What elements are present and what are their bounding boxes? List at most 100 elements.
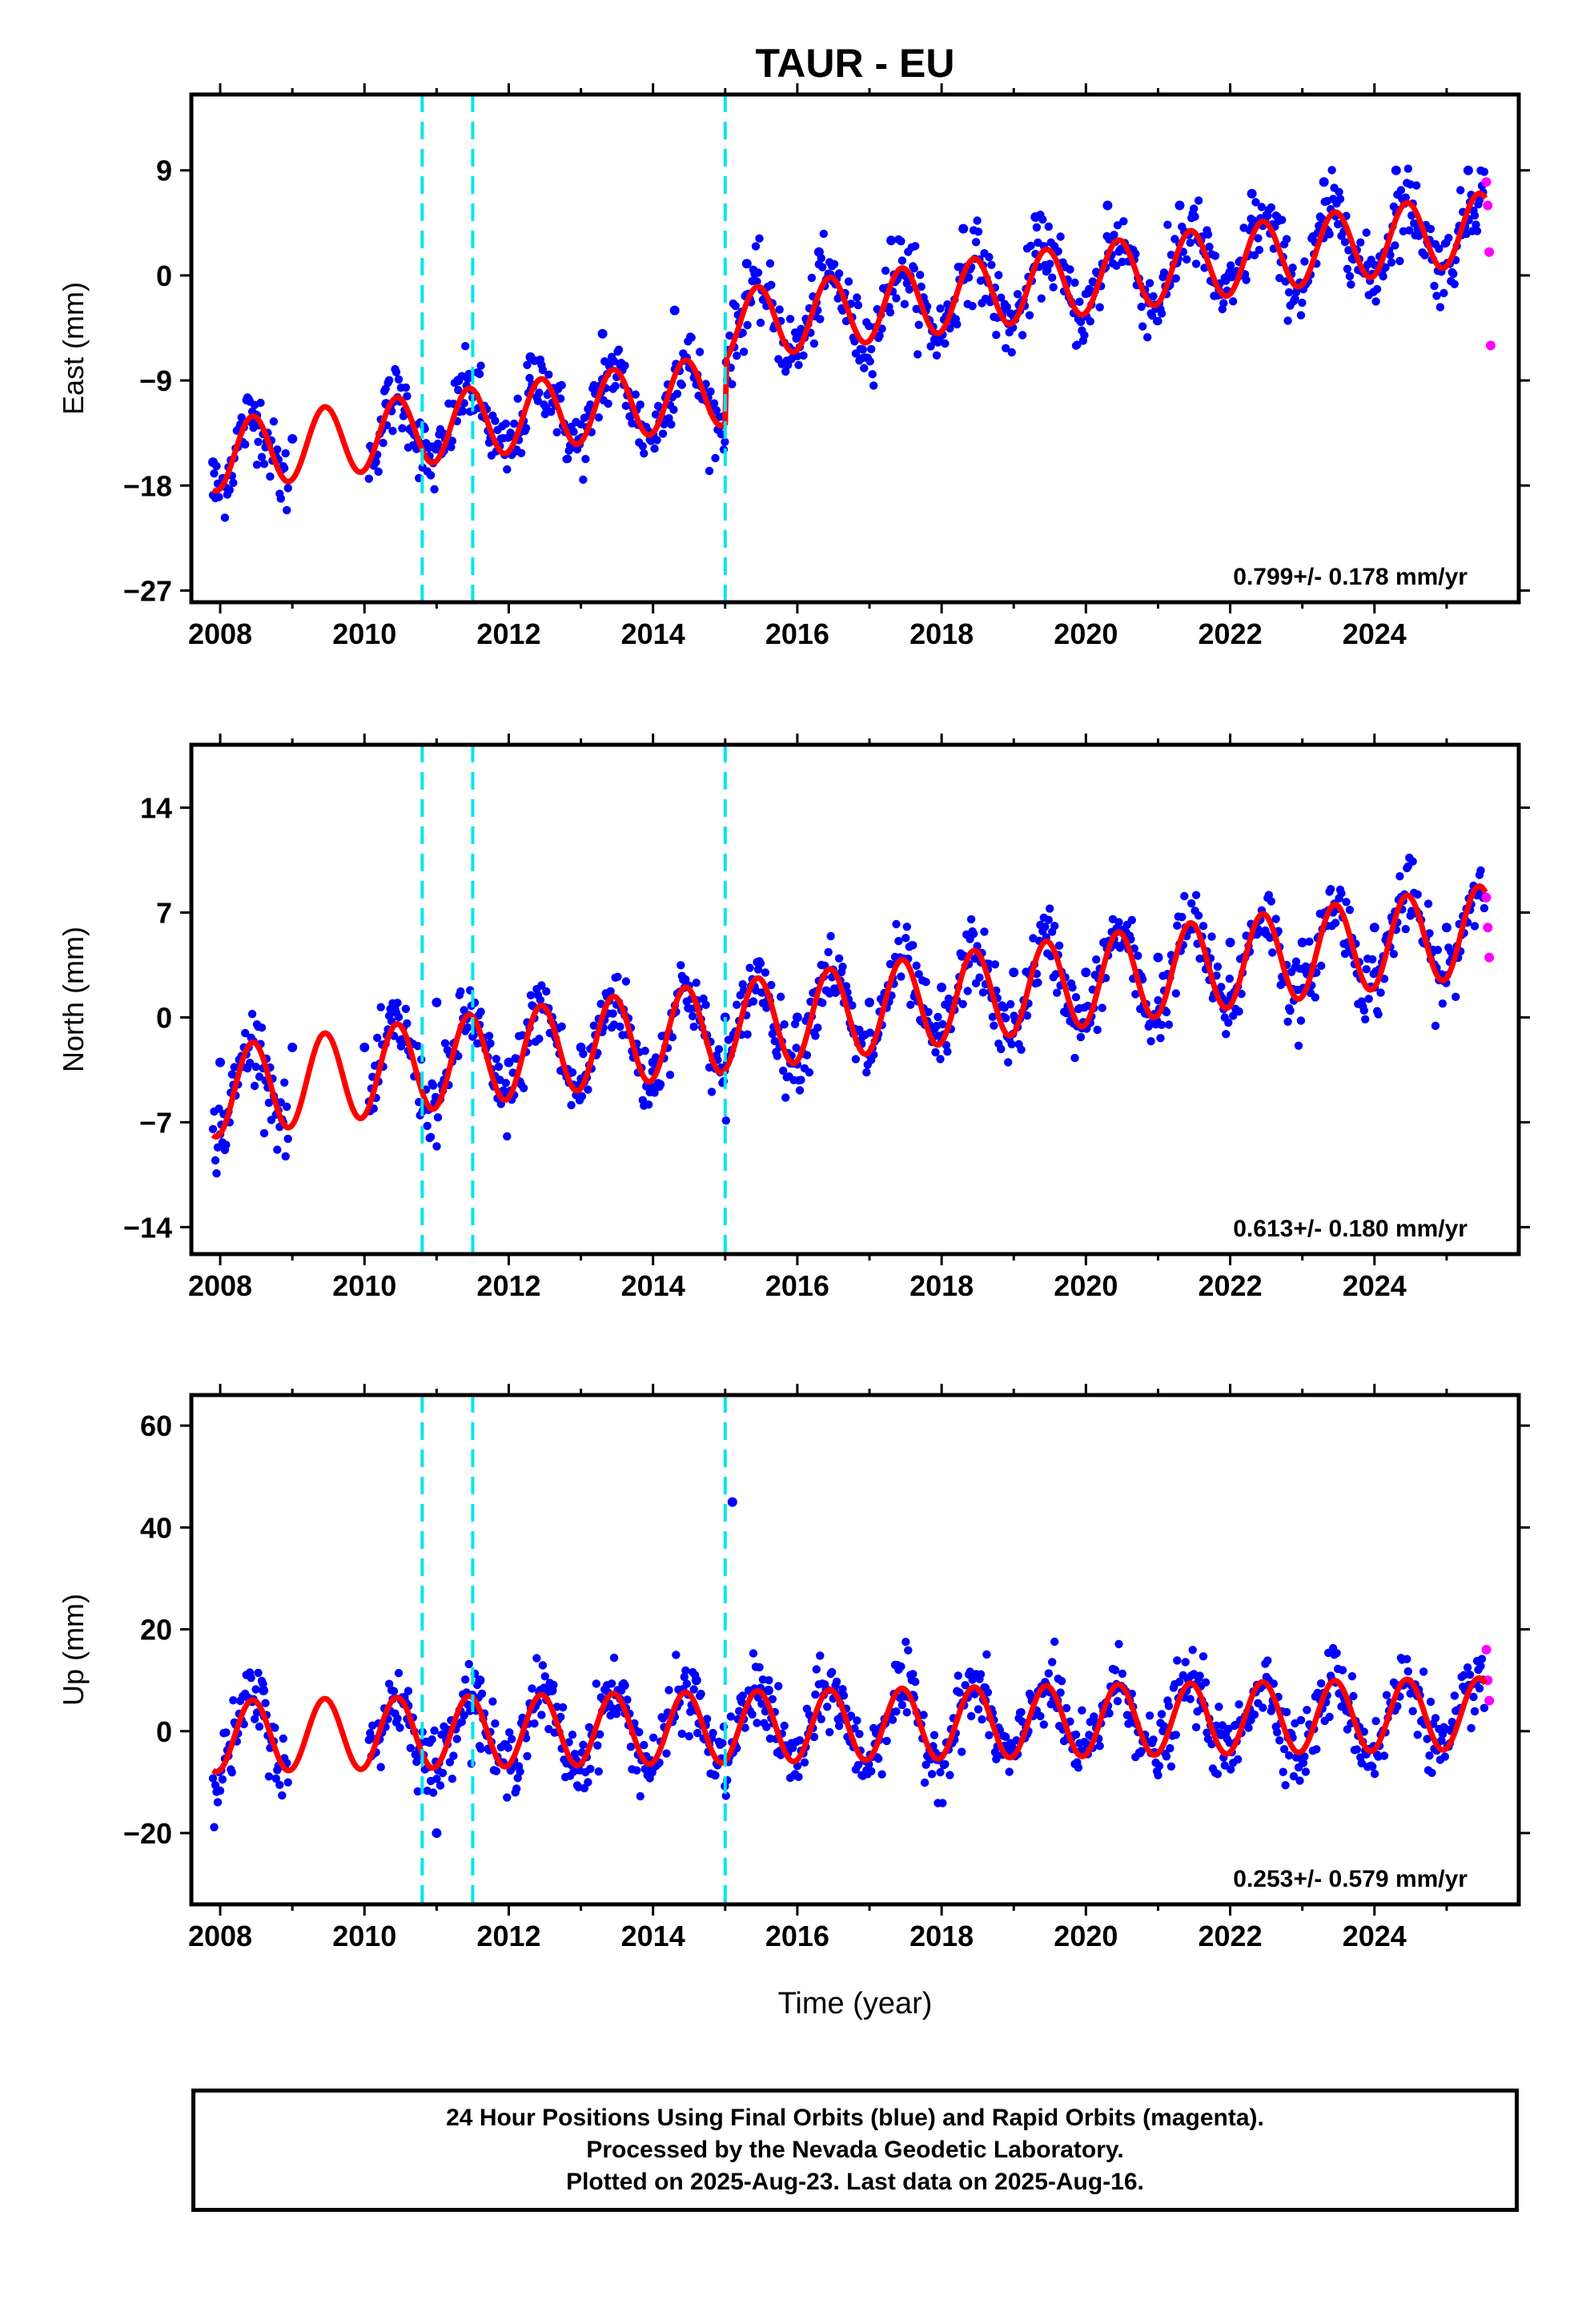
position-point xyxy=(892,294,901,303)
position-point xyxy=(1426,224,1435,234)
position-point xyxy=(1145,279,1154,287)
position-point xyxy=(1296,1016,1306,1025)
position-point xyxy=(1432,292,1441,300)
final_orbits-point xyxy=(1391,165,1401,175)
position-point xyxy=(1408,857,1417,866)
position-point xyxy=(966,1711,976,1721)
position-point xyxy=(1156,1034,1165,1043)
position-point xyxy=(259,460,269,468)
position-point xyxy=(985,1731,994,1739)
final_orbits-point xyxy=(937,983,947,992)
position-point xyxy=(388,426,397,436)
position-point xyxy=(1175,1677,1184,1687)
y-tick-label: 20 xyxy=(140,1614,172,1647)
position-point xyxy=(1470,211,1480,220)
position-point xyxy=(1159,268,1169,277)
position-point xyxy=(222,1140,231,1149)
position-point xyxy=(902,1708,912,1717)
position-point xyxy=(823,1703,832,1711)
position-point xyxy=(781,367,790,376)
position-point xyxy=(976,1670,986,1679)
final_orbits-point xyxy=(259,1685,269,1695)
position-point xyxy=(1425,1751,1434,1760)
position-point xyxy=(914,320,923,329)
position-point xyxy=(401,1004,411,1014)
position-point xyxy=(784,360,793,369)
position-point xyxy=(897,972,905,981)
x-tick-label: 2016 xyxy=(765,617,829,650)
final_orbits-point xyxy=(648,1057,658,1068)
position-point xyxy=(1438,999,1447,1008)
position-point xyxy=(1343,1725,1352,1734)
position-point xyxy=(1002,303,1011,312)
position-point xyxy=(1131,990,1140,999)
position-point xyxy=(607,1679,616,1688)
position-point xyxy=(255,1722,264,1731)
position-point xyxy=(1427,1768,1436,1777)
position-point xyxy=(1283,316,1292,325)
position-point xyxy=(1213,1770,1223,1779)
position-point xyxy=(770,1036,779,1046)
position-point xyxy=(1191,259,1201,268)
position-point xyxy=(1283,1017,1292,1027)
position-point xyxy=(237,413,246,422)
position-point xyxy=(681,1666,690,1675)
position-point xyxy=(892,1707,901,1716)
position-point xyxy=(992,331,1001,340)
position-point xyxy=(503,1793,512,1802)
position-point xyxy=(658,1714,668,1723)
final_orbits-point xyxy=(359,1042,370,1052)
position-point xyxy=(901,934,910,943)
position-point xyxy=(1191,1723,1201,1731)
position-point xyxy=(1050,922,1059,931)
position-point xyxy=(594,413,603,422)
position-point xyxy=(229,478,238,488)
position-point xyxy=(1188,1646,1197,1655)
position-point xyxy=(396,1723,404,1732)
position-point xyxy=(1449,269,1458,279)
position-point xyxy=(777,992,785,1001)
position-point xyxy=(906,1000,915,1009)
position-point xyxy=(881,266,890,275)
final_orbits-point xyxy=(865,997,874,1007)
position-point xyxy=(721,437,729,446)
position-point xyxy=(941,339,950,348)
position-point xyxy=(1147,311,1157,320)
position-point xyxy=(648,1768,656,1777)
position-point xyxy=(1475,195,1484,205)
position-point xyxy=(636,400,644,409)
position-point xyxy=(1186,1695,1195,1703)
position-point xyxy=(1279,1767,1287,1776)
position-point xyxy=(1362,965,1371,974)
rapid_orbits-point xyxy=(1483,200,1493,211)
position-point xyxy=(689,1011,697,1021)
position-point xyxy=(706,387,715,396)
position-point xyxy=(768,1029,777,1039)
position-point xyxy=(733,1000,741,1009)
position-point xyxy=(1053,988,1062,997)
position-point xyxy=(775,305,784,314)
position-point xyxy=(1166,1762,1176,1771)
position-point xyxy=(885,959,895,969)
position-point xyxy=(577,1092,587,1101)
position-point xyxy=(1041,923,1050,931)
position-point xyxy=(1267,203,1276,212)
position-point xyxy=(538,365,548,375)
position-point xyxy=(1002,1732,1010,1741)
position-point xyxy=(374,467,383,476)
position-point xyxy=(682,1679,691,1688)
position-point xyxy=(449,1751,458,1760)
position-point xyxy=(1149,292,1158,301)
position-point xyxy=(1105,1709,1114,1718)
position-point xyxy=(1254,234,1263,243)
final_orbits-point xyxy=(547,1685,557,1695)
position-point xyxy=(912,961,921,971)
position-point xyxy=(1086,317,1095,326)
position-point xyxy=(1146,1037,1155,1046)
position-point xyxy=(765,1676,773,1685)
position-point xyxy=(433,439,443,448)
position-point xyxy=(689,1685,698,1694)
position-point xyxy=(640,1047,649,1055)
position-point xyxy=(797,324,805,333)
position-point xyxy=(552,428,561,436)
